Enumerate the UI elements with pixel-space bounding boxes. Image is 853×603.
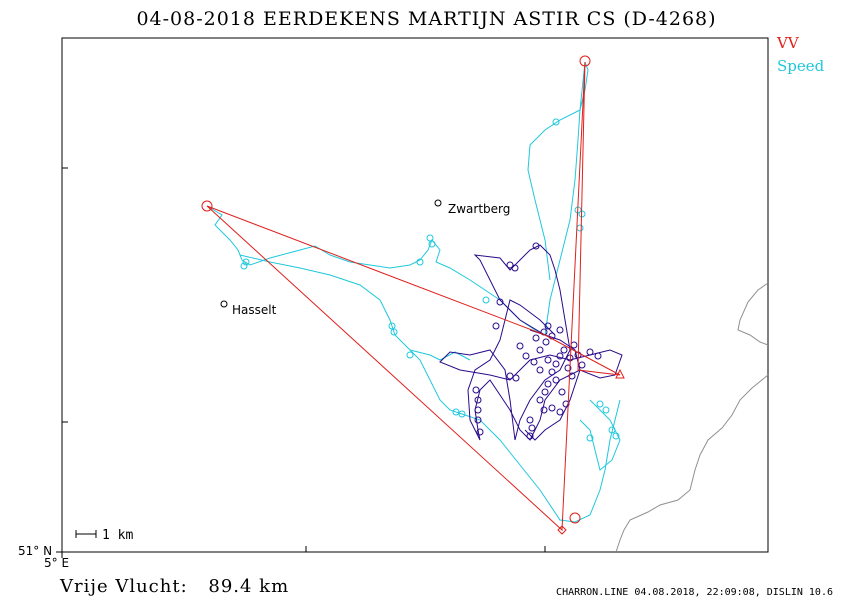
latitude-label: 51° N [18,544,53,558]
distance-summary: Vrije Vlucht: 89.4 km [60,576,289,597]
speed-track [206,61,621,523]
turnpoint-circle-icon [569,512,581,524]
legend-vv: VV [777,34,799,52]
place-marker-icon [434,199,442,207]
map-title: 04-08-2018 EERDEKENS MARTIJN ASTIR CS (D… [136,8,717,30]
axis-ticks [56,167,546,558]
map-frame [61,37,769,553]
legend-speed: Speed [777,57,825,75]
speed-thermal-loops [240,118,620,442]
place-marker-icon [220,300,228,308]
credits: CHARRON.LINE 04.08.2018, 22:09:08, DISLI… [556,587,833,598]
climb-thermal-loops [472,242,602,440]
scale-bar-label: 1 km [102,528,134,543]
distance-label: Vrije Vlucht: [60,576,188,597]
finish-triangle-icon [615,368,625,379]
country-border [615,282,769,553]
distance-value: 89.4 km [208,576,290,597]
longitude-label: 5° E [44,556,70,570]
scale-bar [75,530,97,538]
place-label-hasselt: Hasselt [232,303,277,317]
turnpoint-circle-icon [201,200,213,212]
climb-track [439,244,623,441]
task-line [206,61,621,532]
start-diamond-icon [557,525,567,535]
place-label-zwartberg: Zwartberg [448,202,511,216]
turnpoint-circle-icon [579,55,591,67]
